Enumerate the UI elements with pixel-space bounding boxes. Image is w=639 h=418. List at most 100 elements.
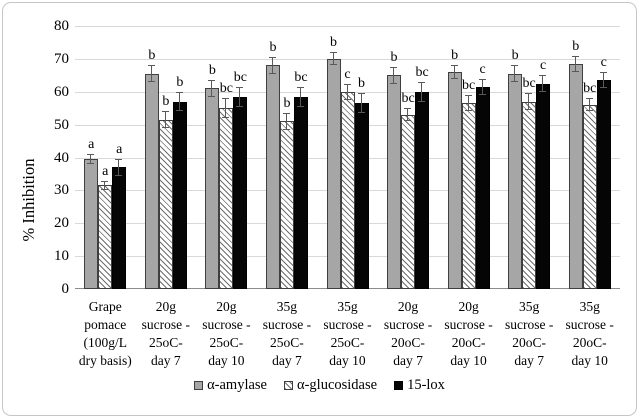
error-bar-part: [175, 91, 183, 93]
legend-swatch: [394, 381, 404, 390]
x-tick-label: 35g sucrose - 20oC- day 7: [504, 299, 554, 368]
bar-15-lox-5: [354, 103, 369, 289]
error-bar-part: [268, 72, 276, 74]
legend-item-15-lox: 15-lox: [394, 377, 445, 394]
significance-letter: c: [344, 66, 351, 82]
significance-letter: bc: [583, 81, 597, 97]
significance-letter: b: [390, 50, 398, 66]
significance-letter: b: [572, 38, 580, 54]
error-bar-part: [588, 98, 590, 112]
error-bar-part: [296, 105, 304, 107]
error-bar-part: [453, 65, 455, 79]
y-tick-label: 30: [54, 182, 69, 199]
significance-letter: bc: [401, 91, 415, 107]
significance-letter: bc: [415, 64, 429, 80]
error-bar-part: [118, 159, 120, 176]
error-bar-part: [539, 75, 547, 77]
error-bar-part: [511, 80, 519, 82]
error-bar: [208, 80, 216, 97]
error-bar-part: [164, 111, 166, 128]
bar-α-glucosidase-9: [582, 104, 597, 289]
error-bar-part: [525, 93, 533, 95]
error-bar-part: [514, 65, 516, 82]
error-bar-part: [87, 154, 95, 156]
error-bar-part: [101, 180, 109, 182]
error-bar: [282, 113, 290, 130]
error-bar: [101, 180, 109, 191]
error-bar: [236, 86, 244, 107]
significance-letter: b: [208, 63, 216, 79]
error-bar-part: [464, 95, 472, 97]
significance-letter: b: [511, 48, 519, 64]
significance-letter: b: [358, 76, 365, 92]
bar-α-glucosidase-3: [219, 108, 234, 289]
bar-15-lox-7: [475, 86, 490, 289]
error-bar-part: [511, 65, 519, 67]
error-bar-part: [299, 86, 301, 107]
error-bar-part: [421, 81, 423, 102]
error-bar-part: [407, 108, 409, 122]
bar-α-amylase-9: [568, 63, 583, 289]
error-bar-part: [332, 52, 334, 66]
error-bar-part: [585, 98, 593, 100]
error-bar-part: [539, 90, 547, 92]
significance-letter: b: [269, 40, 277, 56]
error-bar: [329, 52, 337, 66]
error-bar-part: [571, 55, 579, 57]
x-tick-label: 35g sucrose - 25oC- day 7: [262, 299, 312, 368]
bar-15-lox-2: [172, 101, 187, 289]
error-bar: [571, 55, 579, 73]
bar-α-glucosidase-8: [522, 101, 537, 289]
error-bar: [404, 108, 412, 122]
error-bar: [175, 91, 183, 112]
error-bar-part: [418, 100, 426, 102]
bar-15-lox-9: [596, 80, 611, 289]
error-bar-part: [282, 128, 290, 130]
error-bar: [464, 95, 472, 112]
significance-letter: c: [479, 61, 486, 77]
error-bar-part: [599, 72, 607, 74]
error-bar-part: [222, 98, 230, 100]
bar-15-lox-1: [112, 167, 127, 289]
legend-swatch: [284, 381, 293, 390]
error-bar-part: [585, 110, 593, 112]
bar-α-amylase-4: [265, 65, 280, 289]
error-bar-part: [481, 78, 483, 96]
significance-letter: b: [330, 35, 337, 51]
error-bar-part: [282, 113, 290, 115]
error-bar-part: [346, 83, 348, 100]
bar-α-glucosidase-7: [461, 103, 476, 289]
bar-α-amylase-7: [447, 72, 462, 289]
error-bar-part: [222, 117, 230, 119]
gridline: [75, 58, 620, 60]
significance-letter: bc: [522, 76, 536, 92]
significance-letter: b: [176, 74, 184, 90]
error-bar-part: [268, 57, 276, 59]
error-bar-part: [464, 110, 472, 112]
significance-letter: b: [148, 48, 156, 64]
bar-α-amylase-5: [326, 58, 341, 289]
error-bar: [390, 67, 398, 84]
bar-α-amylase-1: [84, 159, 99, 289]
significance-letter: bc: [294, 69, 308, 85]
x-tick-label: 20g sucrose - 25oC- day 10: [202, 299, 251, 368]
error-bar-part: [357, 93, 365, 95]
error-bar-part: [101, 189, 109, 191]
error-bar-part: [236, 86, 244, 88]
error-bar-part: [528, 93, 530, 110]
bar-15-lox-4: [293, 96, 308, 289]
error-bar-part: [478, 78, 486, 80]
error-bar-part: [225, 98, 227, 119]
error-bar: [296, 86, 304, 107]
error-bar: [599, 72, 607, 89]
x-tick-label: 35g sucrose - 25oC- day 10: [323, 299, 372, 368]
error-bar-part: [571, 71, 579, 73]
error-bar-part: [104, 180, 106, 191]
error-bar-part: [175, 110, 183, 112]
significance-letter: b: [283, 96, 291, 112]
x-tick-label: Grape pomace (100g/L dry basis): [78, 299, 132, 368]
error-bar-part: [90, 154, 92, 165]
y-tick-label: 70: [54, 50, 69, 67]
error-bar-part: [208, 95, 216, 97]
